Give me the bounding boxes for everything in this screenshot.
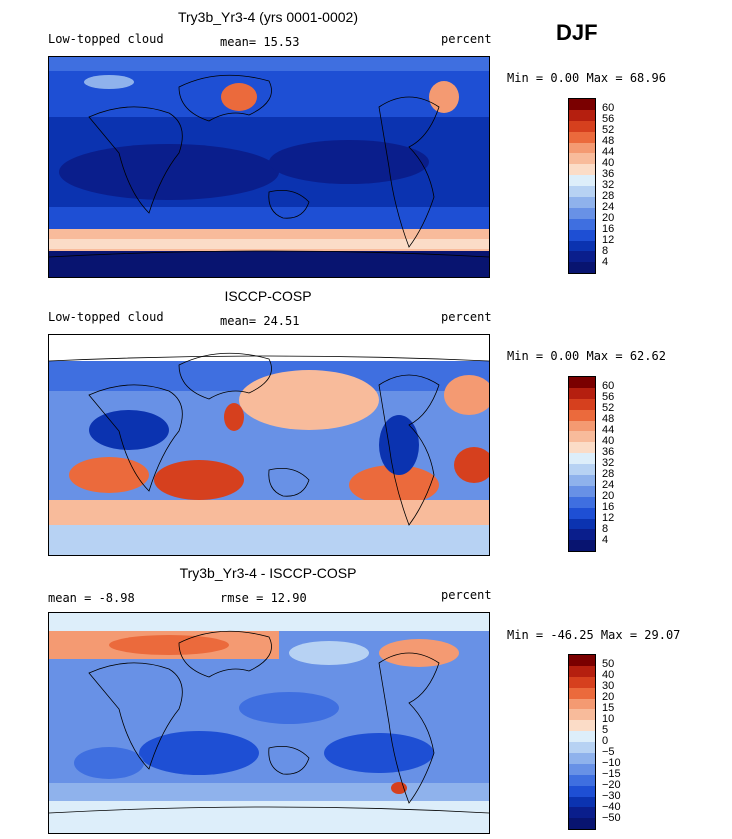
colorbar-tick: 5 bbox=[602, 724, 609, 736]
colorbar-tick: 60 bbox=[602, 380, 615, 392]
colorbar-tick: 20 bbox=[602, 212, 615, 224]
panel-1-colorbar bbox=[568, 98, 596, 274]
colorbar-tick: 24 bbox=[602, 479, 615, 491]
colorbar-tick: 16 bbox=[602, 223, 615, 235]
colorbar-tick: 40 bbox=[602, 435, 615, 447]
colorbar-tick: 20 bbox=[602, 691, 615, 703]
colorbar-tick: 32 bbox=[602, 457, 615, 469]
panel-1-map bbox=[48, 56, 490, 278]
panel-3-minmax: Min = -46.25 Max = 29.07 bbox=[507, 628, 681, 642]
colorbar-tick: −30 bbox=[602, 790, 621, 802]
colorbar-tick: 48 bbox=[602, 135, 615, 147]
colorbar-tick: 0 bbox=[602, 735, 609, 747]
colorbar-tick: 32 bbox=[602, 179, 615, 191]
colorbar-tick: 56 bbox=[602, 113, 615, 125]
colorbar-tick: 28 bbox=[602, 190, 615, 202]
colorbar-tick: 48 bbox=[602, 413, 615, 425]
colorbar-tick: 50 bbox=[602, 658, 615, 670]
panel-1-title: Try3b_Yr3-4 (yrs 0001-0002) bbox=[177, 9, 358, 25]
panel-3-colorbar bbox=[568, 654, 596, 830]
panel-2-units-label: percent bbox=[441, 310, 492, 324]
panel-2-map bbox=[48, 334, 490, 556]
colorbar-tick: 12 bbox=[602, 512, 615, 524]
panel-2-map-graphic bbox=[49, 335, 489, 555]
colorbar-tick: 44 bbox=[602, 146, 615, 158]
colorbar-tick: 52 bbox=[602, 124, 615, 136]
colorbar-tick: 16 bbox=[602, 501, 615, 513]
panel-1-mean-label: mean= 15.53 bbox=[220, 35, 300, 49]
panel-3-rmse-label: rmse = 12.90 bbox=[220, 591, 307, 605]
colorbar-tick: 52 bbox=[602, 402, 615, 414]
colorbar-tick: 56 bbox=[602, 391, 615, 403]
colorbar-tick: 44 bbox=[602, 424, 615, 436]
panel-2-variable-label: Low-topped cloud bbox=[48, 310, 164, 324]
colorbar-tick: 8 bbox=[602, 245, 609, 257]
colorbar-tick: 20 bbox=[602, 490, 615, 502]
colorbar-tick: 4 bbox=[602, 534, 609, 546]
colorbar-tick: −20 bbox=[602, 779, 621, 791]
colorbar-tick: 36 bbox=[602, 446, 615, 458]
colorbar-tick: 10 bbox=[602, 713, 615, 725]
panel-3-units-label: percent bbox=[441, 588, 492, 602]
panel-3-mean-label: mean = -8.98 bbox=[48, 591, 135, 605]
panel-1-variable-label: Low-topped cloud bbox=[48, 32, 164, 46]
panel-1-units-label: percent bbox=[441, 32, 492, 46]
panel-3-map-graphic bbox=[49, 613, 489, 833]
colorbar-tick: 40 bbox=[602, 157, 615, 169]
colorbar-tick: −50 bbox=[602, 812, 621, 824]
colorbar-tick: 60 bbox=[602, 102, 615, 114]
colorbar-tick: 24 bbox=[602, 201, 615, 213]
colorbar-tick: −15 bbox=[602, 768, 621, 780]
colorbar-tick: 12 bbox=[602, 234, 615, 246]
colorbar-tick: −40 bbox=[602, 801, 621, 813]
panel-2-minmax: Min = 0.00 Max = 62.62 bbox=[507, 349, 666, 363]
colorbar-tick: 40 bbox=[602, 669, 615, 681]
colorbar-tick: 4 bbox=[602, 256, 609, 268]
colorbar-tick: 8 bbox=[602, 523, 609, 535]
season-label: DJF bbox=[556, 20, 598, 45]
panel-1-map-graphic bbox=[49, 57, 489, 277]
panel-3-map bbox=[48, 612, 490, 834]
colorbar-tick: −10 bbox=[602, 757, 621, 769]
panel-2-mean-label: mean= 24.51 bbox=[220, 314, 300, 328]
panel-1-minmax: Min = 0.00 Max = 68.96 bbox=[507, 71, 666, 85]
colorbar-tick: 15 bbox=[602, 702, 615, 714]
colorbar-tick: 36 bbox=[602, 168, 615, 180]
panel-2-colorbar bbox=[568, 376, 596, 552]
colorbar-tick: 30 bbox=[602, 680, 615, 692]
colorbar-tick: 28 bbox=[602, 468, 615, 480]
colorbar-tick: −5 bbox=[602, 746, 615, 758]
panel-3-title: Try3b_Yr3-4 - ISCCP-COSP bbox=[179, 565, 357, 581]
panel-2-title: ISCCP-COSP bbox=[224, 288, 312, 304]
